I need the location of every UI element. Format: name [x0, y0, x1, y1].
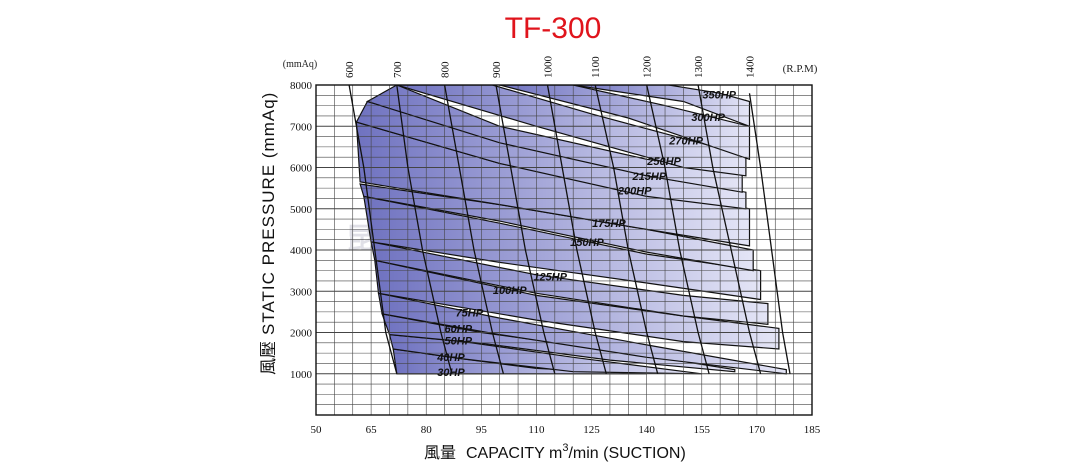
- hp-label: 300HP: [691, 112, 725, 124]
- plot-frame: [315, 84, 813, 416]
- rpm-label: 1200: [642, 56, 654, 79]
- hp-label: 50HP: [445, 336, 473, 348]
- hp-label: 250HP: [646, 156, 681, 168]
- y-unit-label: (mmAq): [283, 59, 317, 70]
- hp-band-100hp: [374, 259, 780, 350]
- rpm-label: 1100: [590, 56, 602, 78]
- x-tick-label: 80: [421, 424, 433, 436]
- hp-label: 200HP: [617, 185, 652, 197]
- x-tick-label: 155: [694, 424, 711, 436]
- rpm-curves: [348, 85, 791, 374]
- x-axis-label-cn: 風量: [424, 445, 456, 462]
- rpm-curve-1200: [646, 85, 710, 374]
- y-axis-label-en: STATIC PRESSURE (mmAq): [259, 92, 278, 335]
- rpm-curve-700: [396, 85, 453, 374]
- hp-label: 40HP: [436, 352, 465, 364]
- rpm-unit-label: (R.P.M): [783, 63, 818, 75]
- hp-band-270hp: [396, 85, 747, 177]
- chart-title: TF-300: [505, 12, 602, 45]
- x-tick-label: 110: [528, 424, 545, 436]
- x-tick-label: 95: [476, 424, 488, 436]
- y-axis-label-cn: 風壓: [259, 341, 278, 375]
- hp-label: 100HP: [493, 285, 527, 297]
- hp-label: 125HP: [533, 271, 567, 283]
- rpm-curve-1300: [697, 85, 762, 374]
- rpm-label: 900: [491, 61, 503, 78]
- rpm-label: 600: [344, 61, 356, 78]
- hp-bands: [355, 85, 787, 375]
- rpm-label: 700: [392, 61, 404, 78]
- hp-label: 270HP: [668, 136, 703, 148]
- y-tick-label: 4000: [290, 245, 313, 257]
- rpm-curve-600: [348, 85, 398, 374]
- y-tick-label: 8000: [290, 80, 313, 92]
- y-tick-label: 2000: [290, 328, 313, 340]
- rpm-labels: 600 700 800 900 1000 1100 1200 1300 1400: [344, 56, 756, 79]
- hp-label: 75HP: [456, 307, 484, 319]
- hp-band-250hp: [365, 85, 743, 193]
- hp-label: 350HP: [702, 89, 736, 101]
- hp-label: 30HP: [437, 367, 465, 379]
- axis-ticks: 50 65 80 95 110 125 140 155 170 185 1000 2000 3000 40…: [290, 80, 821, 436]
- hp-label: 215HP: [632, 171, 667, 183]
- x-tick-label: 50: [311, 424, 323, 436]
- rpm-curve-800: [443, 85, 505, 374]
- x-axis-label: 風量 CAPACITY m3/min (SUCTION): [424, 442, 686, 462]
- x-tick-label: 170: [749, 424, 766, 436]
- hp-label: 175HP: [592, 218, 626, 230]
- rpm-curve-1400: [748, 93, 791, 374]
- rpm-curve-900: [495, 85, 556, 374]
- y-axis-label: 風壓 STATIC PRESSURE (mmAq): [259, 92, 278, 375]
- y-tick-label: 5000: [290, 204, 313, 216]
- rpm-label: 1300: [693, 56, 705, 79]
- y-tick-label: 1000: [290, 369, 313, 381]
- grid: [315, 84, 813, 416]
- y-tick-label: 3000: [290, 286, 313, 298]
- rpm-label: 1400: [745, 56, 757, 79]
- x-tick-label: 185: [804, 424, 821, 436]
- x-tick-label: 140: [638, 424, 655, 436]
- x-axis-label-en: CAPACITY m3/min (SUCTION): [466, 442, 686, 462]
- hp-band-125hp: [370, 241, 769, 325]
- x-tick-label: 65: [366, 424, 378, 436]
- x-tick-label: 125: [583, 424, 600, 436]
- hp-label: 150HP: [570, 237, 604, 249]
- y-tick-label: 6000: [290, 163, 313, 175]
- rpm-curve-1000: [546, 85, 607, 374]
- rpm-curve-1100: [594, 85, 659, 374]
- rpm-label: 800: [440, 61, 452, 78]
- y-tick-label: 7000: [290, 121, 313, 133]
- rpm-label: 1000: [542, 56, 554, 79]
- hp-label: 60HP: [445, 323, 473, 335]
